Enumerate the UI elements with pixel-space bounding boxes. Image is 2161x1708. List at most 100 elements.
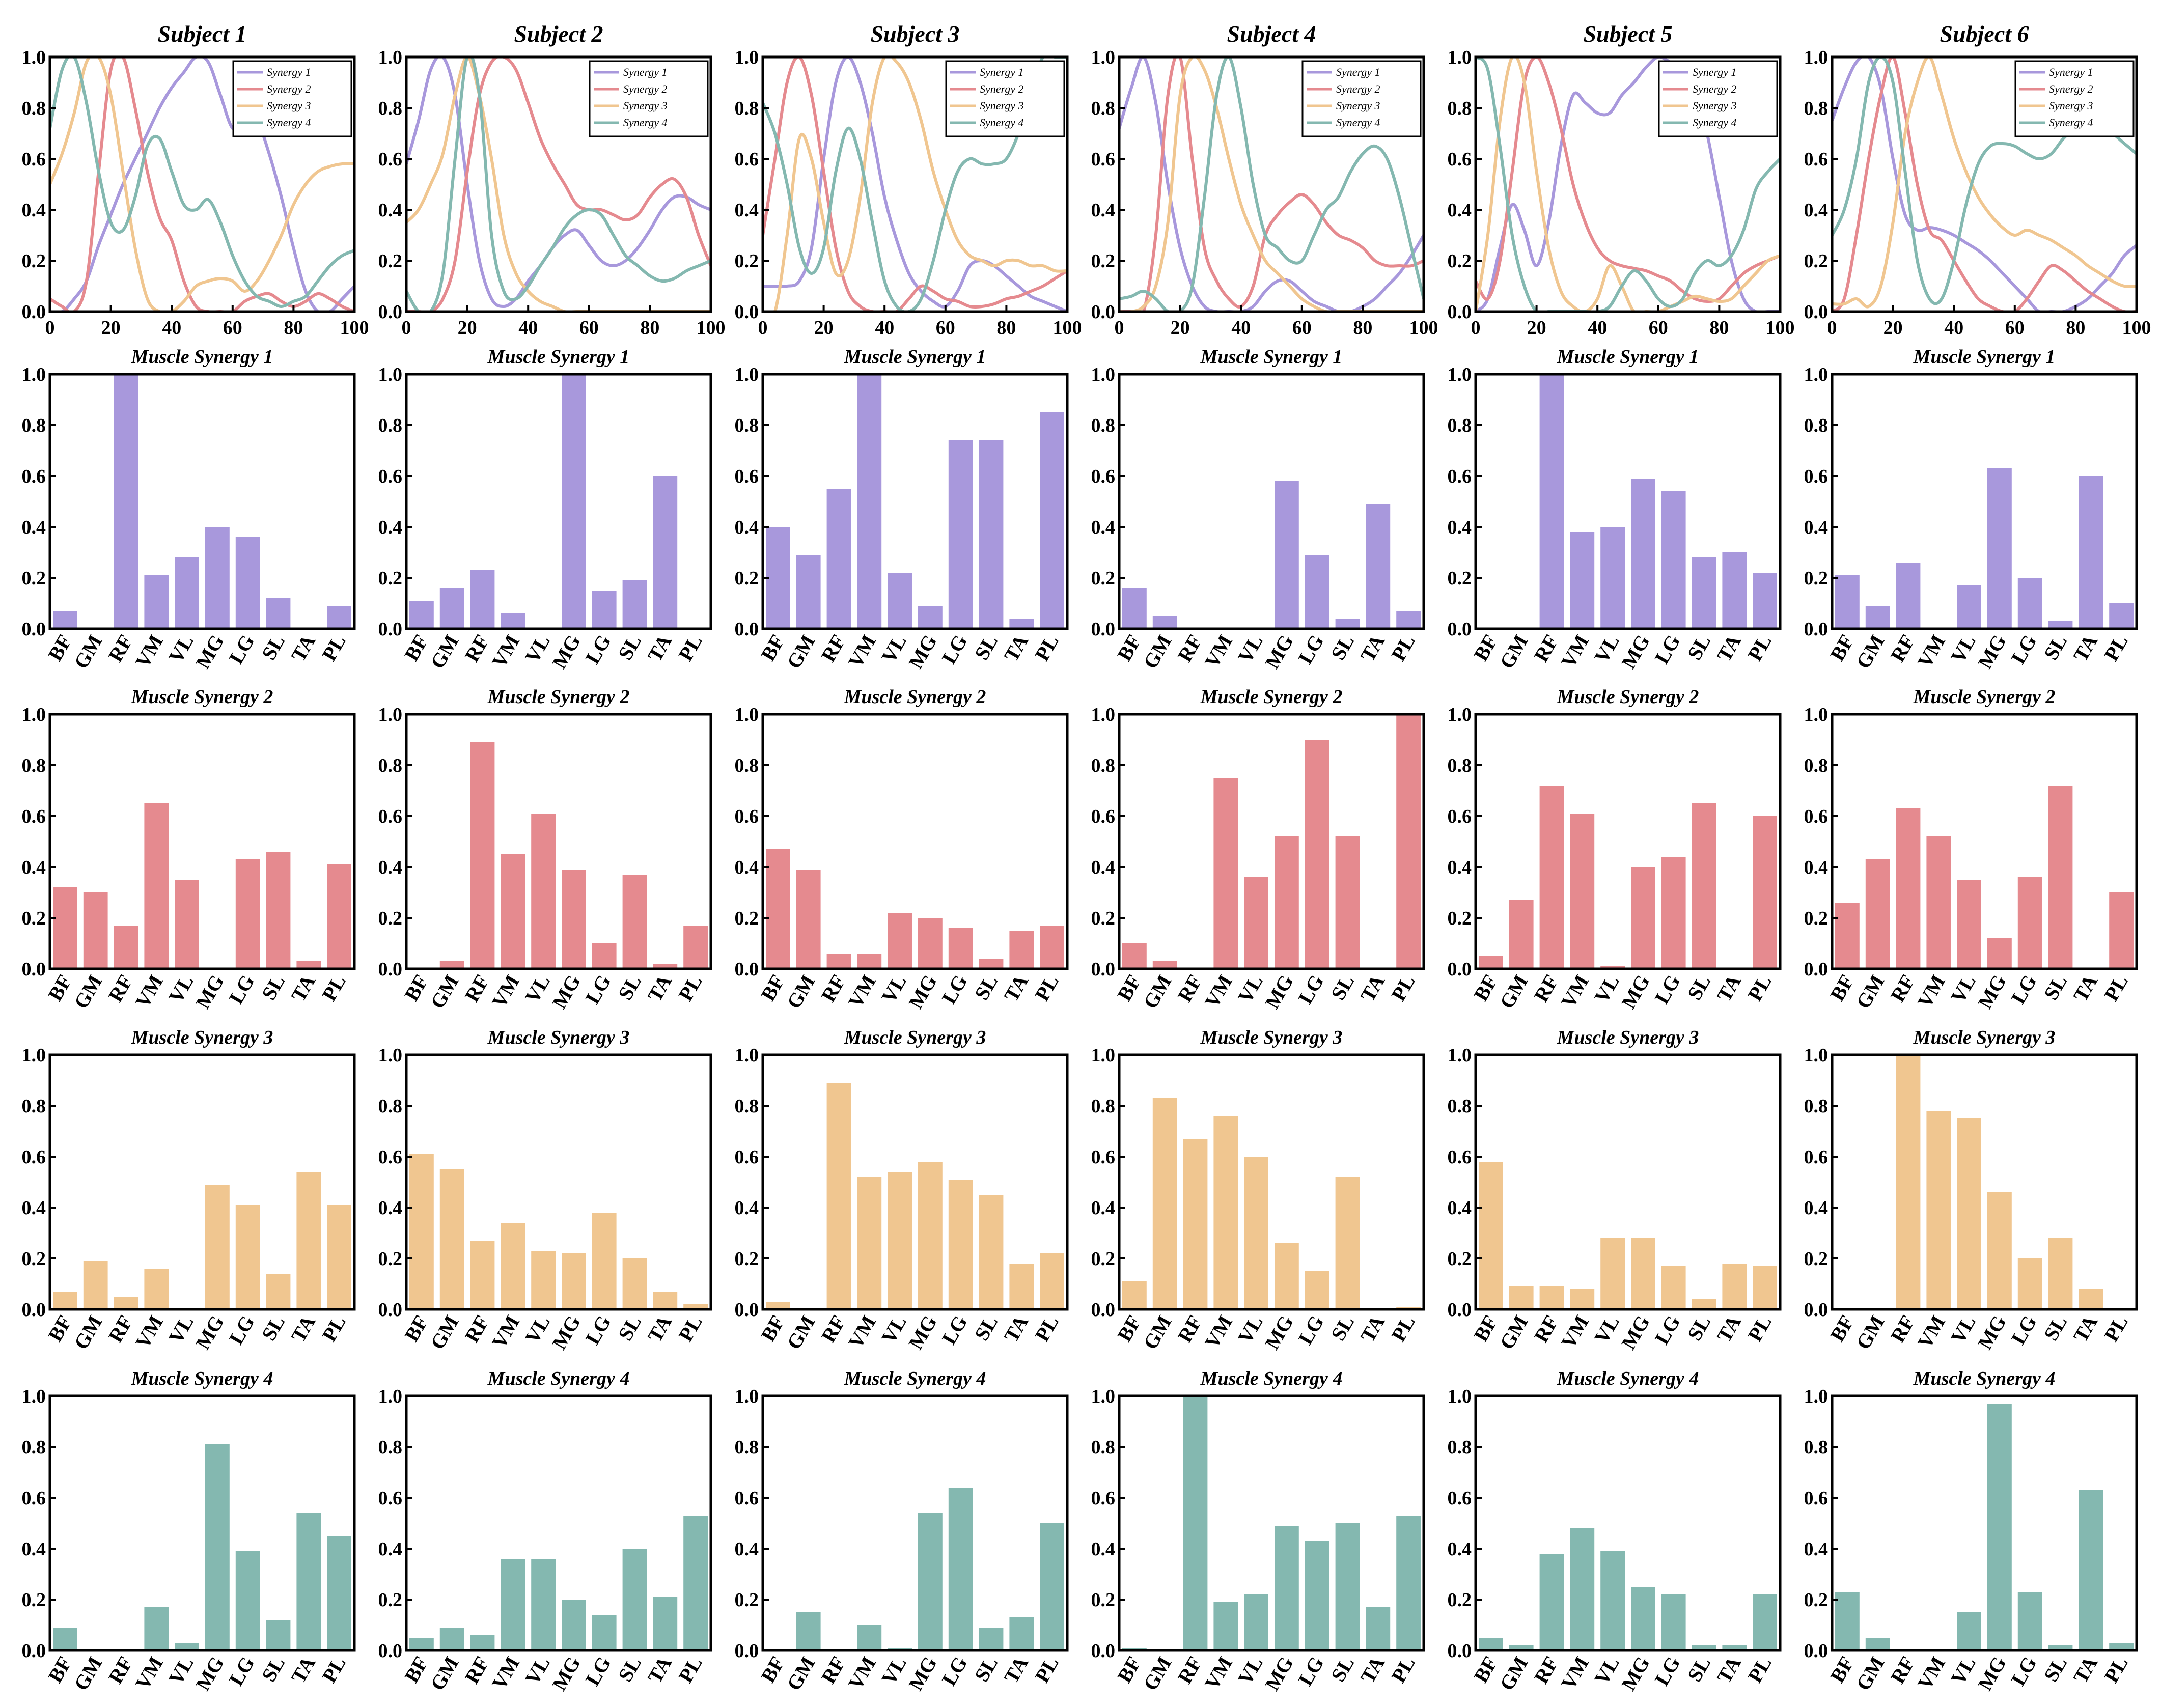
bar-TA xyxy=(2079,476,2103,629)
x-tick-label: VM xyxy=(1557,1311,1593,1352)
bar-VM xyxy=(144,803,169,969)
x-tick-label: GM xyxy=(1495,1653,1532,1694)
y-tick-label: 0.6 xyxy=(1091,1488,1116,1509)
y-tick-label: 0.6 xyxy=(378,806,403,827)
x-tick-label: VM xyxy=(1200,1311,1237,1352)
bar-MG xyxy=(918,1513,943,1650)
bar-RF xyxy=(470,1635,495,1650)
bar-TA xyxy=(1366,1607,1391,1650)
bar-TA xyxy=(296,1172,321,1309)
y-tick-label: 0.6 xyxy=(378,1488,403,1509)
x-tick-label: TA xyxy=(1356,1653,1389,1687)
y-tick-label: 1.0 xyxy=(1804,364,1828,385)
y-tick-label: 0.8 xyxy=(378,98,403,119)
x-tick-label: GM xyxy=(1495,1311,1532,1353)
x-tick-label: SL xyxy=(2039,1311,2071,1345)
y-tick-label: 0.8 xyxy=(735,98,759,119)
y-tick-label: 1.0 xyxy=(1804,704,1828,725)
y-tick-label: 0.0 xyxy=(735,1299,759,1321)
x-tick-label: PL xyxy=(317,1653,350,1687)
x-tick-label: LG xyxy=(1650,1653,1685,1690)
y-tick-label: 0.0 xyxy=(1448,1640,1472,1662)
x-tick-label: PL xyxy=(1743,631,1776,665)
x-tick-label: SL xyxy=(1326,631,1359,664)
y-tick-label: 1.0 xyxy=(1804,47,1828,68)
x-tick-label: TA xyxy=(1000,1653,1033,1687)
legend: Synergy 1 Synergy 2 Synergy 3 Synergy 4 xyxy=(1301,60,1422,137)
bar-RF xyxy=(114,1297,138,1309)
y-tick-label: 0.6 xyxy=(22,1488,46,1509)
bar-RF xyxy=(470,1241,495,1309)
bar-BF xyxy=(1835,575,1860,629)
y-tick-label: 0.0 xyxy=(378,959,403,980)
bar-VM xyxy=(144,1269,169,1309)
bar-VL xyxy=(175,557,199,629)
chart-title: Muscle Synergy 1 xyxy=(487,346,630,368)
x-tick-label: TA xyxy=(643,1653,676,1687)
x-tick-label: MG xyxy=(547,631,585,673)
legend-label: Synergy 1 xyxy=(623,66,668,78)
legend-label: Synergy 2 xyxy=(2049,82,2093,95)
y-tick-label: 0.8 xyxy=(735,1437,759,1458)
x-tick-label: LG xyxy=(1650,631,1685,668)
bar-RF xyxy=(1539,1554,1564,1650)
x-tick-label: LG xyxy=(937,631,972,668)
chart-title: Subject 1 xyxy=(157,21,246,47)
y-tick-label: 0.4 xyxy=(735,1197,759,1219)
y-tick-label: 0.2 xyxy=(1091,568,1116,589)
bar-LG xyxy=(235,1205,260,1309)
bar-RF xyxy=(470,570,495,629)
x-tick-label: GM xyxy=(1139,1311,1176,1353)
plot-frame xyxy=(761,1053,1069,1311)
x-tick-label: MG xyxy=(1617,971,1654,1013)
chart-title: Muscle Synergy 3 xyxy=(1557,1027,1699,1048)
synergy-3-line xyxy=(1476,57,1780,312)
y-tick-label: 0.2 xyxy=(735,568,759,589)
bar-GM xyxy=(1865,859,1890,969)
x-tick-label: LG xyxy=(2007,631,2041,668)
legend-label: Synergy 2 xyxy=(1336,82,1380,95)
x-tick-label: 60 xyxy=(579,317,599,339)
x-tick-label: GM xyxy=(1495,631,1532,673)
bar-TA xyxy=(653,476,678,629)
bar-VL xyxy=(1957,880,1981,969)
bar-VL xyxy=(531,1251,556,1309)
muscle-synergy-4-chart-1: Muscle Synergy 40.00.20.40.60.81.0BFGMRF… xyxy=(22,1368,356,1694)
bar-PL xyxy=(1396,1516,1421,1650)
plot-frame xyxy=(1831,55,2138,313)
bar-VM xyxy=(501,613,525,629)
bar-GM xyxy=(1865,606,1890,629)
y-tick-label: 0.8 xyxy=(22,755,46,776)
y-tick-label: 0.4 xyxy=(1804,857,1828,878)
x-tick-label: SL xyxy=(970,971,1002,1004)
y-tick-label: 0.4 xyxy=(735,1538,759,1560)
bar-MG xyxy=(562,1253,586,1309)
bar-SL xyxy=(1335,836,1360,969)
y-tick-label: 0.6 xyxy=(1448,149,1472,170)
bar-SL xyxy=(2048,786,2073,969)
x-tick-label: 0 xyxy=(1115,317,1124,339)
legend-label: Synergy 4 xyxy=(1336,116,1380,129)
x-tick-label: LG xyxy=(1294,631,1328,668)
x-tick-label: MG xyxy=(904,1653,941,1694)
x-tick-label: VM xyxy=(1913,1653,1950,1693)
muscle-synergy-3-chart-6: Muscle Synergy 30.00.20.40.60.81.0BFGMRF… xyxy=(1804,1027,2138,1353)
bar-VM xyxy=(1570,1289,1595,1309)
bar-BF xyxy=(1122,943,1147,969)
bar-SL xyxy=(266,598,291,629)
plot-frame xyxy=(48,713,356,970)
chart-title: Muscle Synergy 2 xyxy=(1913,686,2056,708)
x-tick-label: LG xyxy=(581,971,616,1008)
x-tick-label: TA xyxy=(287,1311,320,1346)
y-tick-label: 0.0 xyxy=(1804,301,1828,323)
bar-VM xyxy=(144,1607,169,1650)
x-tick-label: 60 xyxy=(1292,317,1312,339)
legend-label: Synergy 4 xyxy=(1693,116,1737,129)
chart-title: Muscle Synergy 1 xyxy=(1200,346,1343,368)
y-tick-label: 0.4 xyxy=(1448,1197,1472,1219)
x-tick-label: LG xyxy=(1294,1311,1328,1349)
bar-RF xyxy=(826,954,851,969)
chart-title: Muscle Synergy 3 xyxy=(487,1027,630,1048)
bar-RF xyxy=(470,742,495,969)
bar-TA xyxy=(1722,552,1747,629)
